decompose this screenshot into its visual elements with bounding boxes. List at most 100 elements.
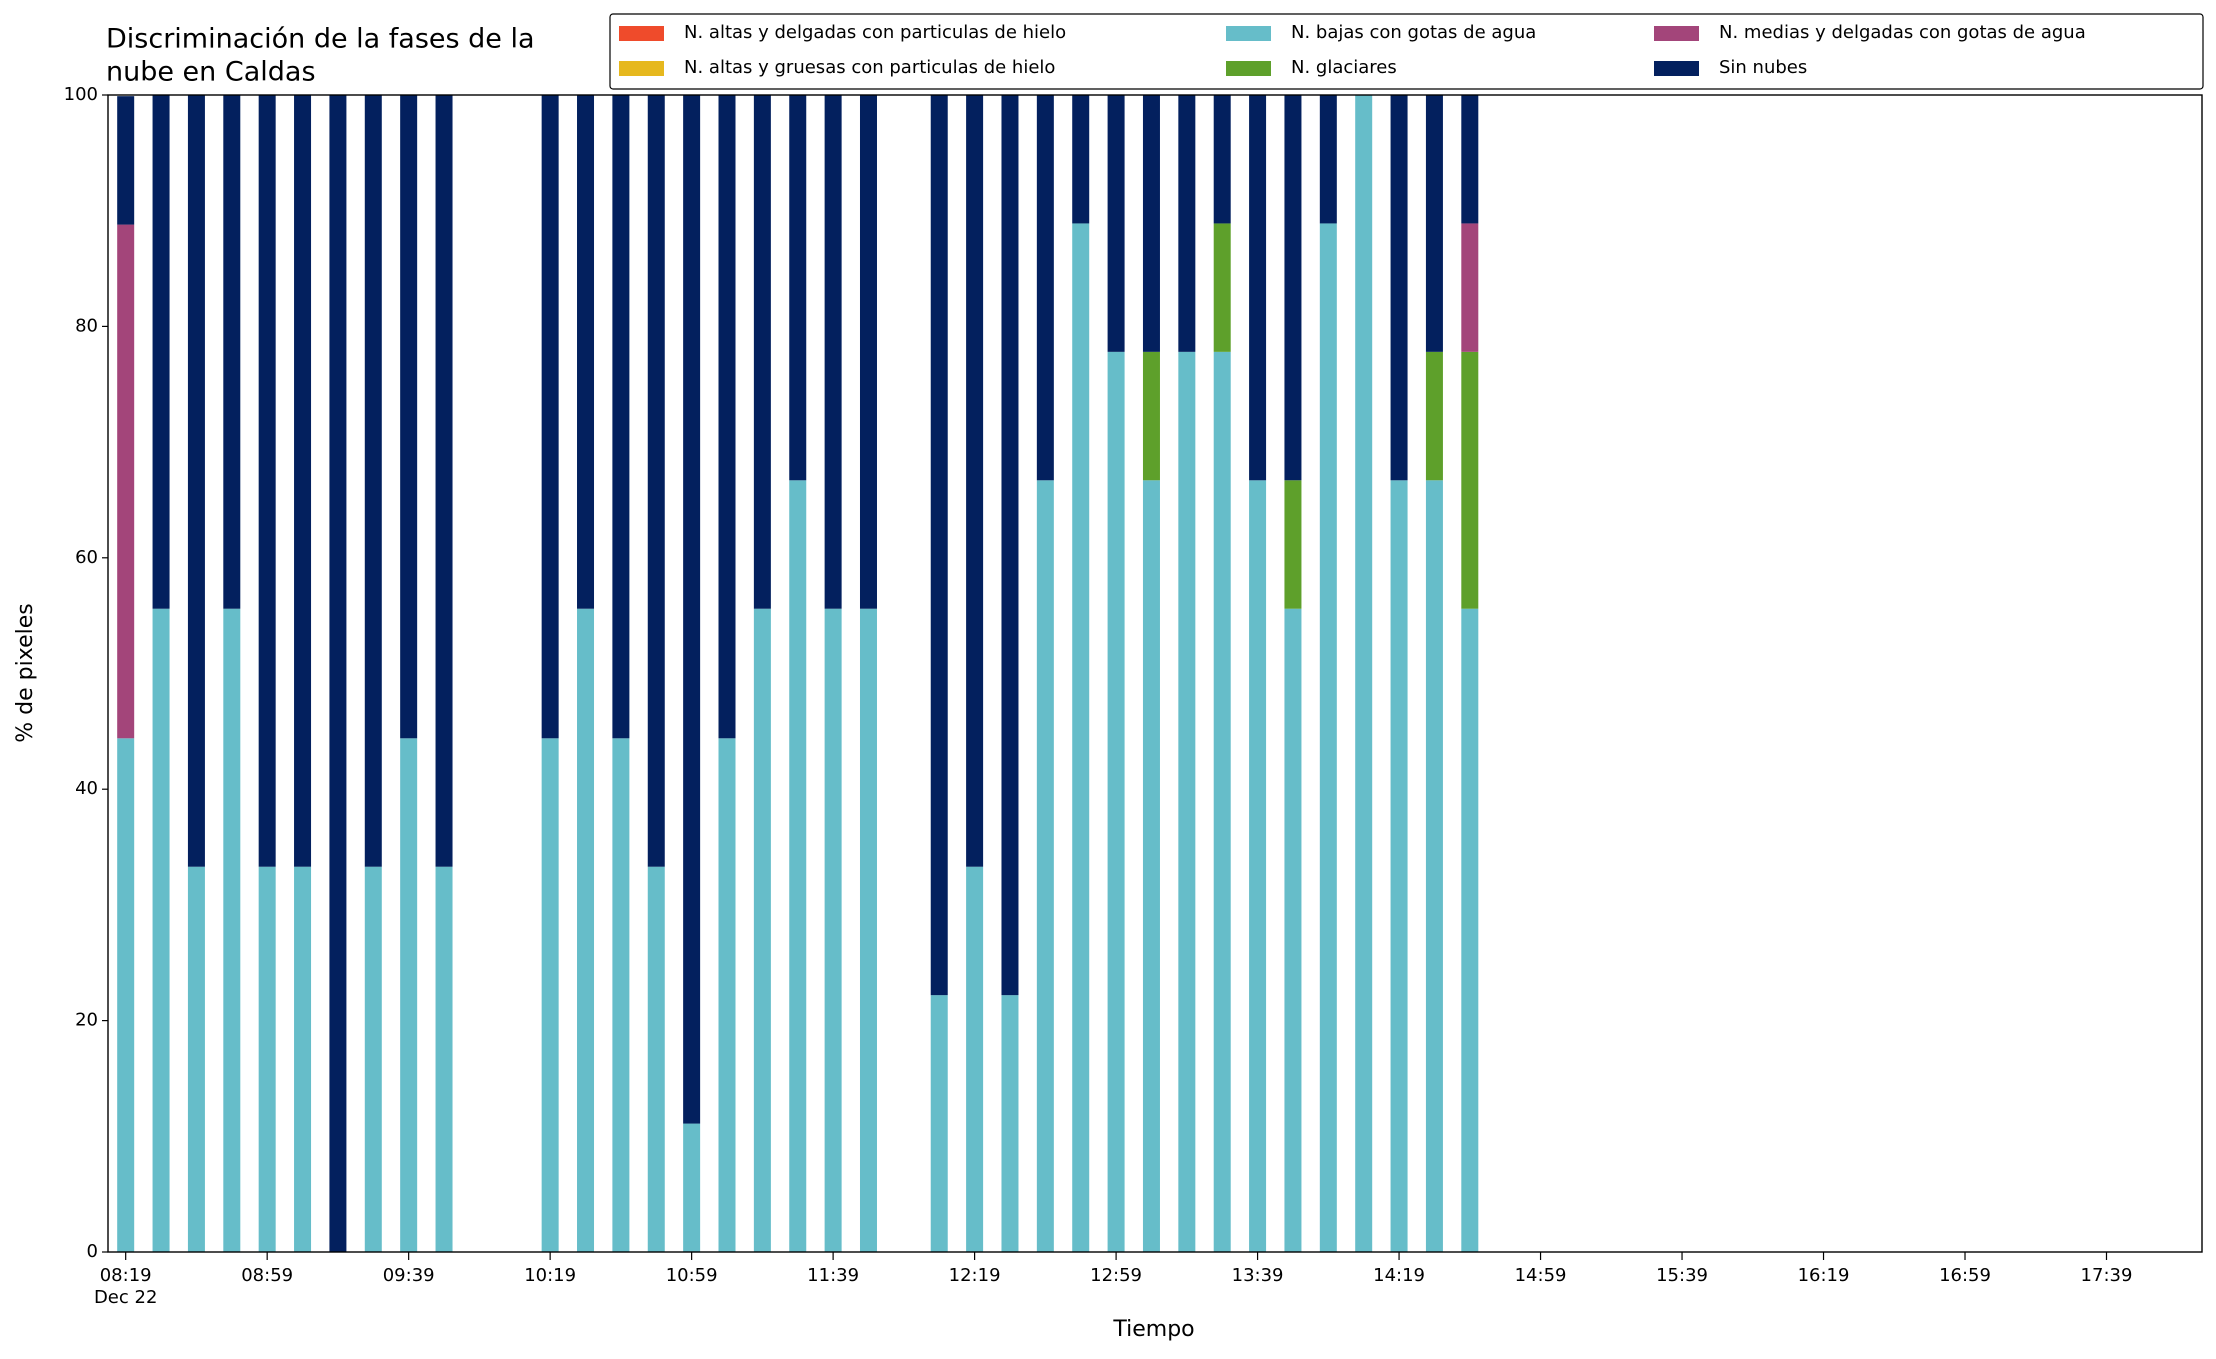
bar-segment bbox=[647, 95, 665, 867]
legend-label: Sin nubes bbox=[1719, 57, 1807, 78]
bar-segment bbox=[1072, 223, 1090, 1252]
bar-segment bbox=[612, 95, 630, 739]
bar-segment bbox=[1213, 223, 1231, 352]
bar-segment bbox=[435, 95, 453, 867]
bar-segment bbox=[364, 866, 382, 1252]
legend-swatch bbox=[1226, 61, 1271, 76]
bar-segment bbox=[364, 95, 382, 867]
y-axis-label: % de pixeles bbox=[13, 603, 38, 742]
bar-segment bbox=[187, 95, 205, 867]
x-tick-label: 11:39 bbox=[807, 1265, 859, 1286]
bar-segment bbox=[329, 95, 347, 1252]
bar-segment bbox=[789, 95, 807, 481]
legend-swatch bbox=[1654, 61, 1699, 76]
bar-segment bbox=[1036, 95, 1054, 481]
bar-segment bbox=[187, 866, 205, 1252]
legend-swatch bbox=[1654, 26, 1699, 41]
bar-segment bbox=[400, 738, 418, 1252]
bar-segment bbox=[930, 995, 948, 1252]
bar-segment bbox=[223, 608, 241, 1252]
bar-segment bbox=[1142, 351, 1160, 481]
x-tick-label: 12:19 bbox=[949, 1265, 1001, 1286]
bar-segment bbox=[930, 95, 948, 996]
bar-segment bbox=[683, 95, 701, 1124]
x-tick-label: 14:19 bbox=[1373, 1265, 1425, 1286]
bar-segment bbox=[1390, 95, 1408, 481]
x-tick-label: 15:39 bbox=[1656, 1265, 1708, 1286]
bar-segment bbox=[1249, 480, 1267, 1252]
bar-segment bbox=[824, 95, 842, 609]
bar-segment bbox=[152, 608, 170, 1252]
y-tick-label: 0 bbox=[87, 1241, 98, 1262]
bar-segment bbox=[577, 608, 595, 1252]
bar-segment bbox=[400, 95, 418, 739]
bar-segment bbox=[1001, 95, 1019, 996]
bar-segment bbox=[1425, 480, 1443, 1252]
x-tick-label: 16:19 bbox=[1798, 1265, 1850, 1286]
x-tick-label: 10:19 bbox=[524, 1265, 576, 1286]
legend-label: N. altas y gruesas con particulas de hie… bbox=[684, 57, 1055, 78]
bar-segment bbox=[117, 224, 135, 739]
bar-segment bbox=[1036, 480, 1054, 1252]
x-tick-label: 08:19 bbox=[100, 1265, 152, 1286]
x-tick-label: 14:59 bbox=[1515, 1265, 1567, 1286]
bar-segment bbox=[1178, 351, 1196, 1252]
bar-segment bbox=[718, 738, 736, 1252]
bar-segment bbox=[117, 96, 135, 225]
bar-segment bbox=[258, 866, 276, 1252]
bar-segment bbox=[1001, 995, 1019, 1252]
bar-segment bbox=[824, 608, 842, 1252]
x-tick-label: 13:39 bbox=[1232, 1265, 1284, 1286]
bar-segment bbox=[152, 95, 170, 609]
bar-segment bbox=[541, 738, 559, 1252]
chart-title: Discriminación de la fases de la bbox=[106, 24, 535, 55]
bar-segment bbox=[1107, 95, 1125, 352]
bar-segment bbox=[966, 95, 984, 867]
bar-segment bbox=[753, 95, 771, 609]
bar-segment bbox=[1213, 351, 1231, 1252]
y-tick-label: 100 bbox=[64, 84, 98, 105]
plot-frame bbox=[107, 94, 2203, 1253]
bar-segment bbox=[859, 608, 877, 1252]
bar-segment bbox=[1390, 480, 1408, 1252]
bar-segment bbox=[1425, 351, 1443, 481]
bar-segment bbox=[1178, 95, 1196, 352]
bar-segment bbox=[294, 95, 312, 867]
bar-segment bbox=[859, 95, 877, 609]
bar-segment bbox=[1284, 608, 1302, 1252]
bar-segment bbox=[435, 866, 453, 1252]
bar-segment bbox=[1461, 223, 1479, 352]
x-tick-label: 12:59 bbox=[1090, 1265, 1142, 1286]
x-tick-label: 09:39 bbox=[383, 1265, 435, 1286]
x-tick-label: 16:59 bbox=[1939, 1265, 1991, 1286]
y-tick-label: 60 bbox=[75, 547, 98, 568]
bar-segment bbox=[612, 738, 630, 1252]
bar-segment bbox=[1284, 480, 1302, 609]
legend-label: N. altas y delgadas con particulas de hi… bbox=[684, 22, 1066, 43]
bar-segment bbox=[258, 95, 276, 867]
chart-title: nube en Caldas bbox=[106, 57, 316, 88]
y-tick-label: 40 bbox=[75, 778, 98, 799]
bar-segment bbox=[647, 866, 665, 1252]
bar-segment bbox=[1319, 95, 1337, 224]
bar-segment bbox=[1461, 608, 1479, 1252]
bar-segment bbox=[753, 608, 771, 1252]
bar-segment bbox=[1072, 95, 1090, 224]
y-tick-label: 80 bbox=[75, 315, 98, 336]
bar-segment bbox=[223, 95, 241, 609]
bar-segment bbox=[1142, 95, 1160, 352]
x-date-label: Dec 22 bbox=[94, 1287, 157, 1308]
bar-segment bbox=[683, 1123, 701, 1252]
bar-segment bbox=[1425, 95, 1443, 352]
bar-segment bbox=[117, 738, 135, 1252]
x-tick-label: 08:59 bbox=[241, 1265, 293, 1286]
bar-segment bbox=[294, 866, 312, 1252]
x-tick-label: 10:59 bbox=[666, 1265, 718, 1286]
bar-segment bbox=[718, 95, 736, 739]
legend-swatch bbox=[619, 61, 664, 76]
x-tick-label: 17:39 bbox=[2081, 1265, 2133, 1286]
bar-segment bbox=[1284, 95, 1302, 481]
bar-segment bbox=[1461, 95, 1479, 224]
bar-segment bbox=[1355, 95, 1373, 1252]
